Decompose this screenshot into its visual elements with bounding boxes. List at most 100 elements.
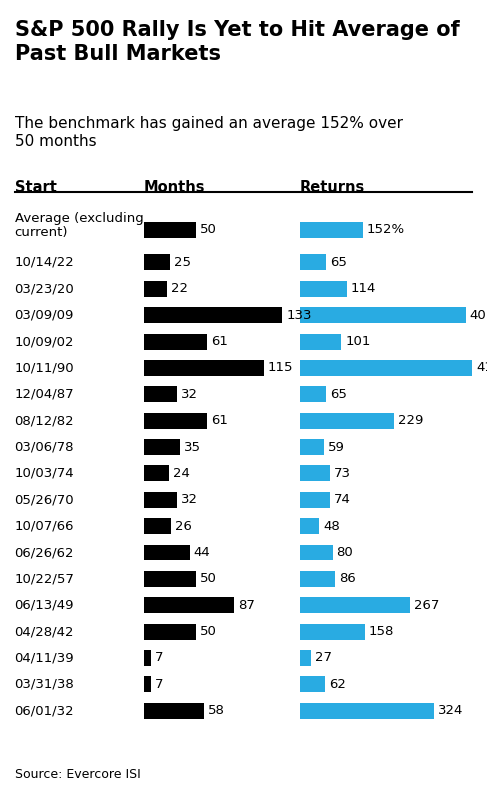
Text: 22: 22: [170, 282, 187, 296]
Text: 50: 50: [200, 223, 217, 237]
Bar: [300, 650, 311, 666]
Bar: [300, 221, 362, 238]
Bar: [300, 519, 319, 535]
Text: 229: 229: [398, 414, 424, 427]
Bar: [300, 598, 410, 614]
Text: 10/09/02: 10/09/02: [15, 335, 74, 348]
Bar: [300, 439, 324, 455]
Bar: [144, 387, 177, 403]
Text: 32: 32: [181, 388, 198, 401]
Text: 80: 80: [337, 546, 353, 559]
Text: 08/12/82: 08/12/82: [15, 414, 74, 427]
Bar: [144, 334, 207, 350]
Text: 58: 58: [208, 704, 225, 718]
Text: 06/13/49: 06/13/49: [15, 598, 74, 612]
Text: 10/03/74: 10/03/74: [15, 467, 74, 480]
Bar: [300, 308, 466, 324]
Text: 35: 35: [184, 440, 201, 454]
Bar: [144, 624, 196, 640]
Bar: [300, 571, 335, 587]
Bar: [144, 281, 167, 297]
Text: 73: 73: [334, 467, 351, 480]
Text: 04/28/42: 04/28/42: [15, 625, 74, 638]
Text: 48: 48: [323, 519, 340, 533]
Text: 25: 25: [174, 256, 190, 269]
Text: 114: 114: [351, 282, 376, 296]
Bar: [144, 492, 177, 508]
Text: S&P 500 Rally Is Yet to Hit Average of
Past Bull Markets: S&P 500 Rally Is Yet to Hit Average of P…: [15, 20, 459, 64]
Text: 61: 61: [211, 414, 228, 427]
Bar: [144, 221, 196, 238]
Text: 61: 61: [211, 335, 228, 348]
Bar: [300, 677, 325, 693]
Bar: [300, 360, 472, 376]
Text: 44: 44: [193, 546, 210, 559]
Text: 27: 27: [315, 651, 332, 665]
Text: 50: 50: [200, 572, 217, 586]
Text: 03/09/09: 03/09/09: [15, 308, 74, 322]
Text: 06/26/62: 06/26/62: [15, 546, 74, 559]
Text: 417: 417: [476, 361, 487, 375]
Text: 7: 7: [155, 678, 163, 691]
Text: Start: Start: [15, 180, 56, 195]
Text: current): current): [15, 226, 68, 239]
Bar: [144, 466, 169, 482]
Bar: [144, 571, 196, 587]
Text: 05/26/70: 05/26/70: [15, 493, 74, 507]
Bar: [300, 334, 341, 350]
Text: 267: 267: [414, 598, 439, 612]
Text: 03/31/38: 03/31/38: [15, 678, 75, 691]
Text: 115: 115: [267, 361, 293, 375]
Bar: [144, 413, 207, 429]
Bar: [300, 703, 434, 719]
Text: 10/14/22: 10/14/22: [15, 256, 75, 269]
Text: The benchmark has gained an average 152% over
50 months: The benchmark has gained an average 152%…: [15, 116, 403, 149]
Text: 03/23/20: 03/23/20: [15, 282, 75, 296]
Bar: [144, 545, 189, 561]
Text: 152%: 152%: [366, 223, 405, 237]
Text: 62: 62: [329, 678, 346, 691]
Bar: [144, 254, 170, 270]
Text: 86: 86: [339, 572, 356, 586]
Text: 74: 74: [334, 493, 351, 507]
Text: 04/11/39: 04/11/39: [15, 651, 74, 665]
Bar: [144, 677, 151, 693]
Text: 10/11/90: 10/11/90: [15, 361, 74, 375]
Text: 87: 87: [238, 598, 255, 612]
Text: 65: 65: [330, 388, 347, 401]
Text: 133: 133: [286, 308, 312, 322]
Bar: [144, 703, 204, 719]
Bar: [300, 413, 394, 429]
Text: 06/01/32: 06/01/32: [15, 704, 74, 718]
Text: 10/07/66: 10/07/66: [15, 519, 74, 533]
Text: 101: 101: [345, 335, 371, 348]
Text: 10/22/57: 10/22/57: [15, 572, 75, 586]
Bar: [300, 545, 333, 561]
Bar: [144, 598, 234, 614]
Bar: [144, 650, 151, 666]
Text: Source: Evercore ISI: Source: Evercore ISI: [15, 769, 140, 781]
Bar: [300, 281, 347, 297]
Bar: [300, 254, 326, 270]
Text: 12/04/87: 12/04/87: [15, 388, 74, 401]
Text: 24: 24: [172, 467, 189, 480]
Bar: [144, 519, 171, 535]
Text: 32: 32: [181, 493, 198, 507]
Text: 401: 401: [469, 308, 487, 322]
Bar: [300, 387, 326, 403]
Text: 26: 26: [175, 519, 191, 533]
Bar: [144, 439, 180, 455]
Text: 50: 50: [200, 625, 217, 638]
Bar: [300, 466, 330, 482]
Text: Months: Months: [144, 180, 205, 195]
Bar: [144, 308, 282, 324]
Bar: [144, 360, 263, 376]
Text: Average (excluding: Average (excluding: [15, 212, 143, 225]
Bar: [300, 492, 330, 508]
Text: 7: 7: [155, 651, 163, 665]
Text: 59: 59: [328, 440, 345, 454]
Text: 158: 158: [369, 625, 394, 638]
Text: 324: 324: [438, 704, 463, 718]
Text: 65: 65: [330, 256, 347, 269]
Bar: [300, 624, 365, 640]
